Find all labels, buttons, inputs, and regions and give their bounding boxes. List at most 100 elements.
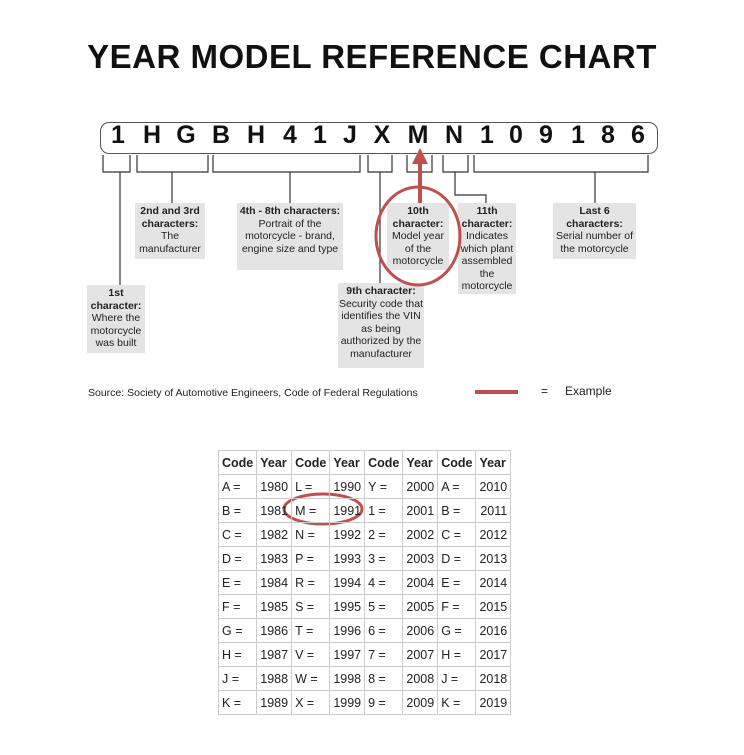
year-cell: 2012	[475, 522, 512, 547]
code-cell: H =	[217, 642, 258, 667]
year-cell: 1987	[256, 642, 293, 667]
bracket-last6	[473, 155, 649, 203]
code-cell: B =	[217, 498, 258, 523]
code-cell: R =	[291, 570, 331, 595]
year-cell: 2014	[475, 570, 512, 595]
year-cell: 2013	[475, 546, 512, 571]
year-cell: 2003	[402, 546, 439, 571]
year-cell: 1998	[329, 666, 366, 691]
year-cell: 2009	[402, 690, 439, 715]
year-cell: 1996	[329, 618, 366, 643]
code-cell: X =	[291, 690, 331, 715]
year-cell: 1980	[256, 474, 293, 499]
bracket-10th	[406, 155, 433, 203]
label-9th: 9th character: Security code that identif…	[338, 283, 424, 368]
vin-char: B	[211, 121, 231, 149]
code-cell: D =	[437, 546, 477, 571]
label-last6: Last 6 characters: Serial number of the m…	[553, 203, 636, 259]
column-header: Year	[329, 450, 366, 475]
code-cell: P =	[291, 546, 331, 571]
column-header: Code	[364, 450, 404, 475]
table-row: D = 1983 P = 1993 3 = 2003 D = 2013	[217, 546, 512, 571]
year-cell: 2004	[402, 570, 439, 595]
code-cell: K =	[437, 690, 477, 715]
table-row: J = 1988 W = 1998 8 = 2008 J = 2018	[217, 666, 512, 691]
label-2nd-3rd: 2nd and 3rd characters: The manufacturer	[135, 203, 205, 259]
year-cell: 2019	[475, 690, 512, 715]
code-cell: G =	[217, 618, 258, 643]
code-cell: J =	[437, 666, 477, 691]
table-row: F = 1985 S = 1995 5 = 2005 F = 2015	[217, 594, 512, 619]
code-cell: A =	[437, 474, 477, 499]
code-cell: K =	[217, 690, 258, 715]
vin-box	[100, 122, 658, 154]
code-cell: V =	[291, 642, 331, 667]
code-cell: 1 =	[364, 498, 404, 523]
vin-char: G	[176, 121, 196, 149]
year-cell: 1985	[256, 594, 293, 619]
year-cell: 1995	[329, 594, 366, 619]
year-cell: 1997	[329, 642, 366, 667]
vin-char: 1	[480, 121, 494, 149]
year-cell: 2017	[475, 642, 512, 667]
code-cell: H =	[437, 642, 477, 667]
year-cell: 2010	[475, 474, 512, 499]
column-header: Year	[475, 450, 512, 475]
label-4th-8th: 4th - 8th characters: Portrait of the mot…	[237, 203, 343, 270]
code-cell: B =	[437, 498, 477, 523]
table-header-row: Code Year Code Year Code Year Code Year	[217, 450, 512, 475]
year-code-table: Code Year Code Year Code Year Code Year A = 1980…	[217, 450, 512, 715]
column-header: Year	[402, 450, 439, 475]
vin-char: 4	[283, 121, 297, 149]
code-cell: Y =	[364, 474, 404, 499]
code-cell: W =	[291, 666, 331, 691]
code-cell: 8 =	[364, 666, 404, 691]
year-cell: 1994	[329, 570, 366, 595]
code-cell: L =	[291, 474, 331, 499]
year-cell: 2006	[402, 618, 439, 643]
vin-char: H	[142, 121, 162, 149]
code-cell: J =	[217, 666, 258, 691]
code-cell: 7 =	[364, 642, 404, 667]
vin-char: X	[373, 121, 391, 149]
year-cell: 1991	[329, 498, 366, 523]
code-cell: C =	[217, 522, 258, 547]
label-11th: 11th character: Indicates which plant ass…	[458, 203, 516, 294]
column-header: Code	[217, 450, 258, 475]
vin-char: 1	[313, 121, 327, 149]
code-cell: E =	[437, 570, 477, 595]
year-cell: 2007	[402, 642, 439, 667]
table-row: H = 1987 V = 1997 7 = 2007 H = 2017	[217, 642, 512, 667]
page-title: YEAR MODEL REFERENCE CHART	[87, 38, 657, 75]
year-cell: 2015	[475, 594, 512, 619]
year-cell: 1992	[329, 522, 366, 547]
code-cell: A =	[217, 474, 258, 499]
year-cell: 1990	[329, 474, 366, 499]
code-cell: G =	[437, 618, 477, 643]
column-header: Year	[256, 450, 293, 475]
code-cell: 3 =	[364, 546, 404, 571]
bracket-2nd-3rd	[136, 155, 209, 203]
year-cell: 1988	[256, 666, 293, 691]
year-cell: 2011	[475, 498, 512, 523]
code-cell: 2 =	[364, 522, 404, 547]
vin-char: 8	[601, 121, 615, 149]
code-cell: 6 =	[364, 618, 404, 643]
code-cell: 4 =	[364, 570, 404, 595]
year-cell: 2002	[402, 522, 439, 547]
table-row: B = 1981 M = 1991 1 = 2001 B = 2011	[217, 498, 512, 523]
year-cell: 1986	[256, 618, 293, 643]
code-cell: M =	[291, 498, 331, 523]
year-cell: 1983	[256, 546, 293, 571]
table-row: K = 1989 X = 1999 9 = 2009 K = 2019	[217, 690, 512, 715]
year-cell: 1982	[256, 522, 293, 547]
label-10th: 10th character: Model year of the motorcy…	[387, 203, 449, 270]
year-cell: 1999	[329, 690, 366, 715]
year-cell: 2000	[402, 474, 439, 499]
bracket-1st	[102, 155, 131, 285]
vin-char: H	[246, 121, 266, 149]
bracket-4th-8th	[212, 155, 361, 203]
legend-label: Example	[565, 384, 612, 398]
